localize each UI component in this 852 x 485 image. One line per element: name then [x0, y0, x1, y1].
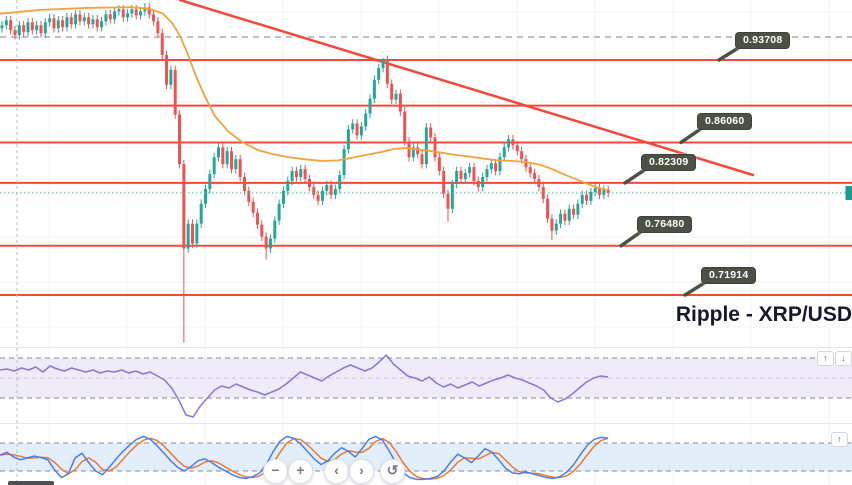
zoom-out-button[interactable]: − [263, 459, 288, 484]
price-level-value: 0.86060 [705, 115, 745, 127]
price-level-badge[interactable]: 0.82309 [641, 154, 697, 171]
horizontal-level-lines[interactable] [0, 58, 852, 296]
plus-icon: + [296, 462, 305, 478]
reset-icon: ↺ [386, 462, 399, 478]
bottom-left-bar [8, 481, 54, 485]
last-price-tag [845, 186, 852, 201]
reset-view-button[interactable]: ↺ [380, 459, 405, 484]
rsi-pane-move-down-button[interactable]: ↓ [835, 351, 852, 366]
ma-line [0, 6, 609, 191]
price-level-value: 0.76480 [645, 218, 685, 230]
candlestick-series [0, 3, 610, 343]
arrow-up-icon: ↑ [837, 434, 842, 444]
zoom-in-button[interactable]: + [288, 459, 313, 484]
rsi-line [0, 354, 609, 418]
chevron-right-icon: › [359, 462, 364, 478]
price-level-value: 0.82309 [649, 156, 689, 168]
rsi-pane-move-up-button[interactable]: ↑ [817, 351, 834, 366]
scroll-left-button[interactable]: ‹ [324, 459, 349, 484]
arrow-up-icon: ↑ [823, 353, 828, 363]
price-level-badge[interactable]: 0.76480 [637, 216, 693, 233]
stoch-k-line [0, 435, 609, 481]
price-level-value: 0.71914 [709, 269, 749, 281]
stoch-pane-move-up-button[interactable]: ↑ [831, 432, 848, 447]
arrow-down-icon: ↓ [841, 353, 846, 363]
price-level-badge[interactable]: 0.93708 [735, 32, 791, 49]
stoch-d-line [0, 437, 609, 480]
minus-icon: − [271, 462, 280, 478]
price-level-value: 0.93708 [743, 34, 783, 46]
symbol-title: Ripple - XRP/USD [675, 303, 852, 326]
price-level-badge[interactable]: 0.86060 [697, 113, 753, 130]
chevron-left-icon: ‹ [334, 462, 339, 478]
price-level-badge[interactable]: 0.71914 [701, 267, 757, 284]
trendline[interactable] [178, 0, 755, 177]
scroll-right-button[interactable]: › [349, 459, 374, 484]
stoch-band [0, 442, 852, 472]
